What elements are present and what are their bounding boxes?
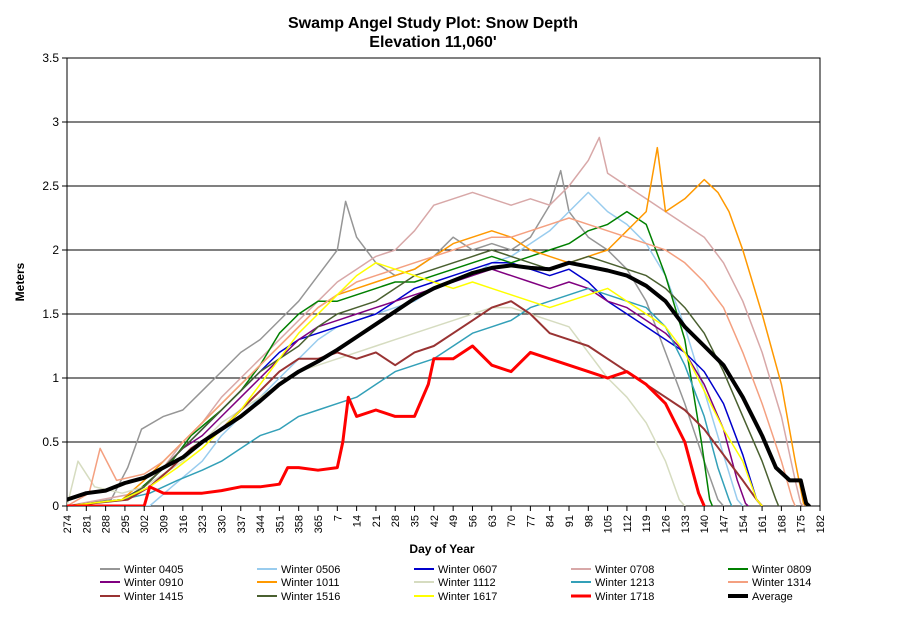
x-tick-label: 105	[603, 515, 615, 533]
x-tick-label: 351	[274, 515, 286, 533]
y-tick-label: 0	[52, 499, 59, 513]
x-tick-label: 84	[545, 515, 557, 527]
x-tick-label: 175	[796, 515, 808, 533]
x-tick-label: 119	[641, 515, 653, 533]
x-tick-label: 21	[371, 515, 383, 527]
legend-label-winter-1516: Winter 1516	[281, 591, 340, 603]
x-tick-label: 309	[159, 515, 171, 533]
x-tick-label: 295	[120, 515, 132, 533]
x-tick-label: 147	[718, 515, 730, 533]
x-tick-label: 70	[506, 515, 518, 527]
x-tick-label: 7	[332, 515, 344, 521]
x-tick-label: 344	[255, 515, 267, 533]
x-tick-label: 337	[236, 515, 248, 533]
legend-label-winter-0910: Winter 0910	[124, 577, 183, 589]
legend: Winter 0405 Winter 0506 Winter 0607 Winter …	[100, 564, 811, 603]
x-tick-label: 126	[661, 515, 673, 533]
chart-subtitle: Elevation 11,060'	[369, 34, 496, 51]
y-tick-label: 2	[52, 243, 59, 257]
y-tick-label: 1	[52, 371, 59, 385]
x-tick-label: 365	[313, 515, 325, 533]
legend-label-winter-0405: Winter 0405	[124, 564, 183, 576]
x-tick-label: 49	[448, 515, 460, 527]
legend-label-average: Average	[752, 591, 793, 603]
series-line-winter-1617	[67, 262, 763, 506]
legend-label-winter-0607: Winter 0607	[438, 564, 497, 576]
x-tick-label: 91	[564, 515, 576, 527]
series-line-winter-1314	[67, 217, 796, 506]
legend-label-winter-1213: Winter 1213	[595, 577, 654, 589]
x-tick-label: 154	[738, 515, 750, 533]
x-tick-label: 133	[680, 515, 692, 533]
legend-label-winter-1112: Winter 1112	[438, 577, 496, 589]
x-tick-label: 182	[815, 515, 827, 533]
legend-label-winter-1314: Winter 1314	[752, 577, 811, 589]
x-tick-label: 316	[178, 515, 190, 533]
x-axis-label: Day of Year	[409, 542, 474, 556]
y-tick-label: 3	[52, 115, 59, 129]
x-tick-label: 98	[583, 515, 595, 527]
x-tick-label: 330	[216, 515, 228, 533]
legend-label-winter-1617: Winter 1617	[438, 591, 497, 603]
x-tick-label: 35	[410, 515, 422, 527]
y-tick-label: 1.5	[42, 307, 59, 321]
x-tick-label: 323	[197, 515, 209, 533]
legend-label-winter-0809: Winter 0809	[752, 564, 811, 576]
legend-label-winter-1415: Winter 1415	[124, 591, 183, 603]
legend-label-winter-1718: Winter 1718	[595, 591, 654, 603]
x-tick-label: 274	[62, 515, 74, 533]
y-tick-label: 3.5	[42, 51, 59, 65]
x-tick-label: 77	[525, 515, 537, 527]
plot-frame	[66, 57, 821, 507]
x-tick-label: 63	[487, 515, 499, 527]
y-tick-label: 0.5	[42, 435, 59, 449]
x-tick-label: 302	[139, 515, 151, 533]
y-tick-label: 2.5	[42, 179, 59, 193]
series-line-winter-1718	[67, 344, 706, 506]
y-axis-label: Meters	[13, 262, 27, 301]
x-tick-label: 168	[776, 515, 788, 533]
x-tick-label: 161	[757, 515, 769, 533]
series-line-average	[67, 260, 811, 506]
series-lines	[67, 136, 811, 506]
x-tick-label: 281	[81, 515, 93, 533]
x-tick-label: 288	[101, 515, 113, 533]
x-tick-label: 14	[352, 515, 364, 527]
series-line-winter-0708	[67, 136, 805, 506]
chart-title: Swamp Angel Study Plot: Snow Depth	[288, 15, 578, 32]
x-tick-label: 140	[699, 515, 711, 533]
x-tick-label: 56	[467, 515, 479, 527]
series-line-winter-1516	[67, 249, 780, 506]
x-tick-label: 28	[390, 515, 402, 527]
legend-label-winter-0506: Winter 0506	[281, 564, 340, 576]
legend-label-winter-1011: Winter 1011	[281, 577, 340, 589]
x-tick-label: 112	[622, 515, 634, 533]
series-line-winter-1213	[67, 287, 733, 506]
x-tick-label: 42	[429, 515, 441, 527]
x-tick-label: 358	[294, 515, 306, 533]
legend-label-winter-0708: Winter 0708	[595, 564, 654, 576]
plot-area: 0 0.5 1 1.5 2 2.5 3 3.5 274 281 288 295 302 309 316 323…	[42, 51, 827, 533]
